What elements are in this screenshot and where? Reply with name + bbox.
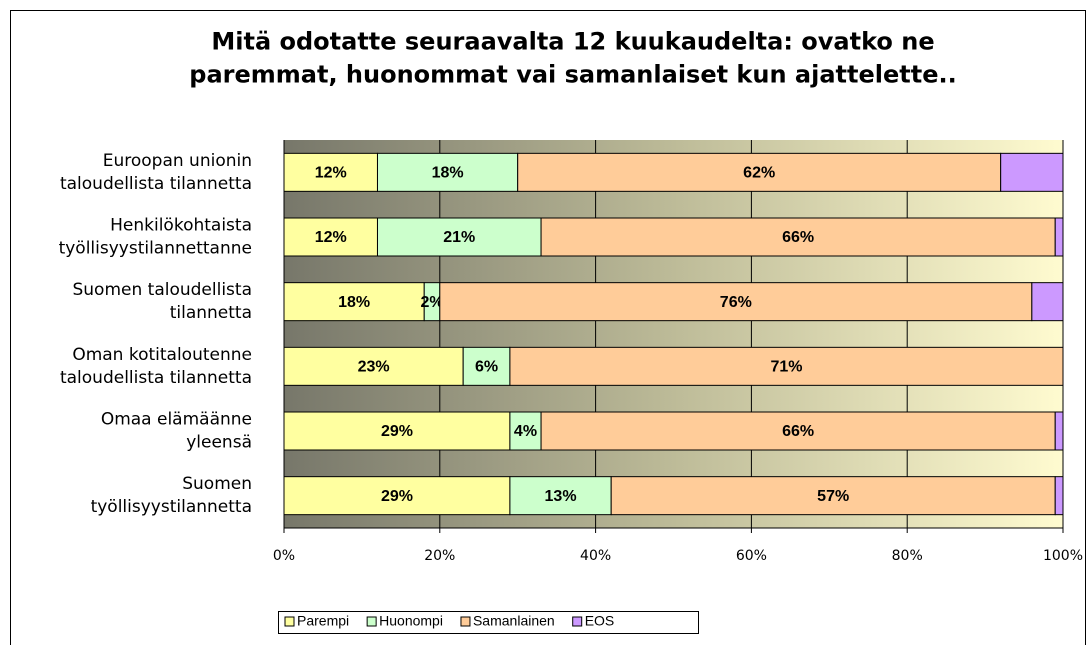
bar-segment xyxy=(509,411,542,451)
bar-segment xyxy=(540,411,1056,451)
bar-segment xyxy=(462,346,511,386)
category-label: Henkilökohtaista työllisyystilannettanne xyxy=(59,216,252,259)
value-label: 76% xyxy=(720,294,752,311)
value-label: 57% xyxy=(817,488,849,505)
bar-segment xyxy=(540,217,1056,257)
bar-segment xyxy=(1054,217,1064,257)
bar-segment xyxy=(283,282,425,322)
plot-area xyxy=(284,140,1063,528)
x-tick-label: 20% xyxy=(424,548,455,564)
value-label: 29% xyxy=(381,423,413,440)
category-label: Oman kotitaloutenne taloudellista tilanne… xyxy=(60,345,252,388)
bar-segment xyxy=(1054,476,1064,516)
legend-swatch xyxy=(366,616,377,627)
x-tick-label: 80% xyxy=(892,548,923,564)
bar-segment xyxy=(517,152,1002,192)
category-label: Omaa elämäänne yleensä xyxy=(101,410,252,453)
bar-segment xyxy=(283,476,511,516)
value-label: 66% xyxy=(782,229,814,246)
value-label: 29% xyxy=(381,488,413,505)
bar-segment xyxy=(283,411,511,451)
value-label: 2% xyxy=(420,294,443,311)
value-label: 6% xyxy=(475,359,498,376)
legend-swatch xyxy=(460,616,471,627)
bar-segment xyxy=(376,152,519,192)
category-label: Suomen taloudellista tilannetta xyxy=(72,280,252,323)
legend-swatch xyxy=(572,616,583,627)
value-label: 71% xyxy=(770,359,802,376)
value-label: 12% xyxy=(315,165,347,182)
x-tick-label: 60% xyxy=(736,548,767,564)
value-label: 18% xyxy=(338,294,370,311)
value-label: 66% xyxy=(782,423,814,440)
bar-segment xyxy=(283,217,378,257)
legend-box xyxy=(278,611,699,634)
chart-title: Mitä odotatte seuraavalta 12 kuukaudelta… xyxy=(189,28,956,89)
legend-swatch xyxy=(284,616,295,627)
bar-segment xyxy=(1031,282,1064,322)
x-tick-label: 100% xyxy=(1043,548,1083,564)
x-tick-label: 40% xyxy=(580,548,611,564)
legend-label: Huonompi xyxy=(379,613,443,629)
legend-label: Parempi xyxy=(297,613,349,629)
value-label: 13% xyxy=(545,488,577,505)
category-label: Euroopan unionin taloudellista tilannetta xyxy=(60,151,252,194)
bar-segment xyxy=(610,476,1056,516)
value-label: 18% xyxy=(432,165,464,182)
category-label: Suomen työllisyystilannetta xyxy=(91,474,252,517)
value-label: 12% xyxy=(315,229,347,246)
bar-segment xyxy=(509,346,1064,386)
value-label: 21% xyxy=(443,229,475,246)
value-label: 4% xyxy=(514,423,537,440)
bar-segment xyxy=(509,476,612,516)
legend-label: EOS xyxy=(585,613,615,629)
bar-segment xyxy=(1054,411,1064,451)
value-label: 62% xyxy=(743,165,775,182)
bar-segment xyxy=(283,152,378,192)
x-tick-label: 0% xyxy=(273,548,295,564)
bar-segment xyxy=(1000,152,1064,192)
bar-segment xyxy=(376,217,542,257)
bar-segment xyxy=(283,346,464,386)
value-label: 23% xyxy=(358,359,390,376)
legend-label: Samanlainen xyxy=(473,613,555,629)
